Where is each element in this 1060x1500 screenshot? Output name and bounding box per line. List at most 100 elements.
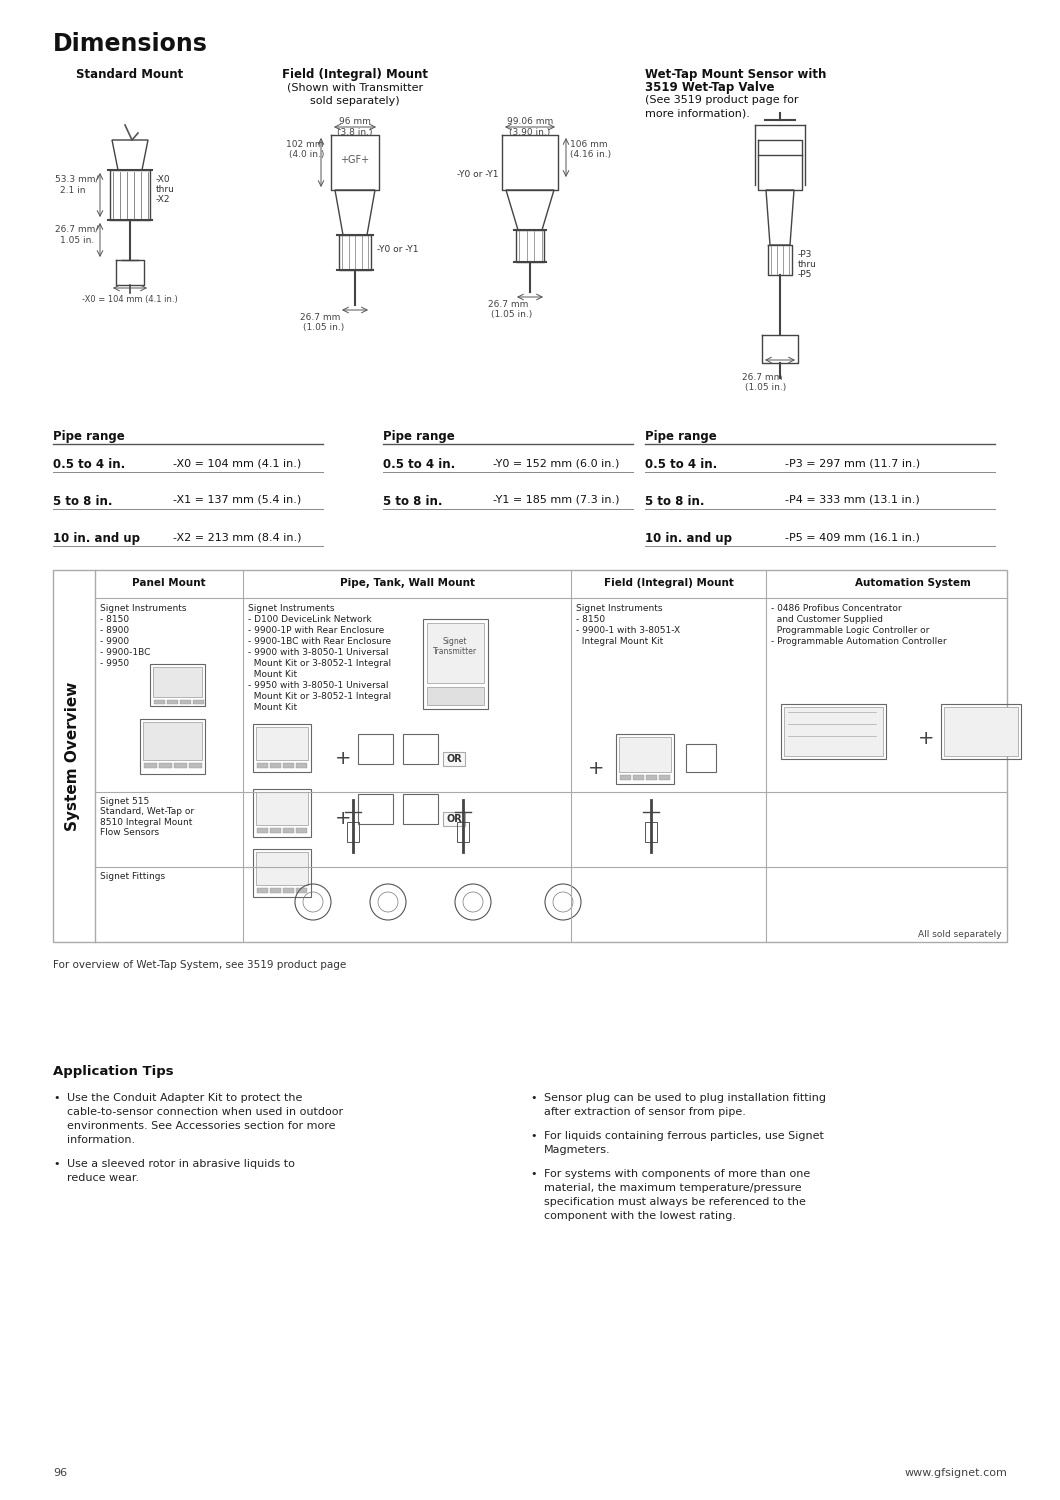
Text: - 9900 with 3-8050-1 Universal: - 9900 with 3-8050-1 Universal: [248, 648, 389, 657]
Text: thru: thru: [798, 260, 817, 268]
Bar: [427, 622, 484, 682]
Text: after extraction of sensor from pipe.: after extraction of sensor from pipe.: [544, 1107, 746, 1118]
Text: -P3: -P3: [798, 251, 812, 260]
Text: - 9950 with 3-8050-1 Universal: - 9950 with 3-8050-1 Universal: [248, 681, 389, 690]
Bar: [296, 888, 307, 892]
Bar: [144, 764, 157, 768]
Text: information.: information.: [67, 1136, 135, 1144]
Text: Field (Integral) Mount: Field (Integral) Mount: [282, 68, 428, 81]
Text: more information).: more information).: [644, 108, 749, 118]
Text: (1.05 in.): (1.05 in.): [491, 310, 532, 320]
Text: Standard Mount: Standard Mount: [76, 68, 183, 81]
Bar: [403, 734, 438, 764]
Text: cable-to-sensor connection when used in outdoor: cable-to-sensor connection when used in …: [67, 1107, 343, 1118]
Text: 26.7 mm/: 26.7 mm/: [55, 225, 99, 234]
Bar: [296, 764, 307, 768]
Text: 96: 96: [53, 1468, 67, 1478]
Bar: [283, 764, 294, 768]
Text: 26.7 mm: 26.7 mm: [300, 314, 340, 322]
Text: Wet-Tap Mount Sensor with: Wet-Tap Mount Sensor with: [644, 68, 827, 81]
Text: -P4 = 333 mm (13.1 in.): -P4 = 333 mm (13.1 in.): [785, 495, 920, 506]
Text: material, the maximum temperature/pressure: material, the maximum temperature/pressu…: [544, 1184, 801, 1192]
Text: Automation System: Automation System: [855, 578, 971, 588]
Text: 0.5 to 4 in.: 0.5 to 4 in.: [383, 458, 455, 471]
Text: - 0486 Profibus Concentrator: - 0486 Profibus Concentrator: [771, 604, 902, 613]
Text: -Y0 = 152 mm (6.0 in.): -Y0 = 152 mm (6.0 in.): [493, 458, 619, 468]
Bar: [257, 828, 268, 833]
Text: For liquids containing ferrous particles, use Signet: For liquids containing ferrous particles…: [544, 1131, 824, 1142]
Text: 10 in. and up: 10 in. and up: [644, 532, 732, 544]
Bar: [644, 822, 657, 842]
Bar: [253, 724, 311, 772]
Text: -X0: -X0: [156, 176, 171, 184]
Text: (4.16 in.): (4.16 in.): [570, 150, 612, 159]
Text: Panel Mount: Panel Mount: [132, 578, 206, 588]
Bar: [283, 888, 294, 892]
Text: -P3 = 297 mm (11.7 in.): -P3 = 297 mm (11.7 in.): [785, 458, 920, 468]
Bar: [270, 888, 281, 892]
Text: 3519 Wet-Tap Valve: 3519 Wet-Tap Valve: [644, 81, 775, 94]
Text: -Y0 or -Y1: -Y0 or -Y1: [377, 244, 419, 254]
Text: sold separately): sold separately): [311, 96, 400, 106]
Text: -Y1 = 185 mm (7.3 in.): -Y1 = 185 mm (7.3 in.): [493, 495, 619, 506]
Text: Magmeters.: Magmeters.: [544, 1144, 611, 1155]
Text: 0.5 to 4 in.: 0.5 to 4 in.: [644, 458, 718, 471]
Bar: [159, 764, 172, 768]
Text: Pipe range: Pipe range: [383, 430, 455, 442]
Text: specification must always be referenced to the: specification must always be referenced …: [544, 1197, 806, 1208]
Text: For systems with components of more than one: For systems with components of more than…: [544, 1168, 810, 1179]
Text: •: •: [53, 1160, 59, 1168]
Bar: [646, 776, 657, 780]
Text: component with the lowest rating.: component with the lowest rating.: [544, 1210, 736, 1221]
Text: For overview of Wet-Tap System, see 3519 product page: For overview of Wet-Tap System, see 3519…: [53, 960, 347, 970]
Bar: [358, 734, 393, 764]
Text: 2.1 in: 2.1 in: [60, 186, 86, 195]
Text: Programmable Logic Controller or: Programmable Logic Controller or: [771, 626, 930, 634]
Bar: [347, 822, 359, 842]
Bar: [143, 722, 202, 760]
Text: 99.06 mm: 99.06 mm: [507, 117, 553, 126]
Text: - 9900-1BC with Rear Enclosure: - 9900-1BC with Rear Enclosure: [248, 638, 391, 646]
Bar: [154, 700, 165, 703]
Text: Field (Integral) Mount: Field (Integral) Mount: [603, 578, 734, 588]
Text: •: •: [530, 1131, 536, 1142]
Bar: [633, 776, 644, 780]
Bar: [283, 828, 294, 833]
Text: OR: OR: [446, 754, 462, 764]
Bar: [620, 776, 631, 780]
Text: environments. See Accessories section for more: environments. See Accessories section fo…: [67, 1120, 336, 1131]
Text: -Y0 or -Y1: -Y0 or -Y1: [457, 170, 498, 178]
Bar: [167, 700, 178, 703]
Bar: [358, 794, 393, 824]
Text: +: +: [335, 808, 351, 828]
Text: reduce wear.: reduce wear.: [67, 1173, 139, 1184]
Text: thru: thru: [156, 184, 175, 194]
Text: Signet Fittings: Signet Fittings: [100, 871, 165, 880]
Text: 106 mm: 106 mm: [570, 140, 607, 148]
Bar: [403, 794, 438, 824]
Text: 1.05 in.: 1.05 in.: [60, 236, 94, 244]
Bar: [443, 812, 465, 826]
Text: -X2: -X2: [156, 195, 171, 204]
Text: and Customer Supplied: and Customer Supplied: [771, 615, 883, 624]
Bar: [257, 764, 268, 768]
Text: - 9900: - 9900: [100, 638, 129, 646]
Text: - D100 DeviceLink Network: - D100 DeviceLink Network: [248, 615, 372, 624]
Bar: [619, 736, 671, 772]
Bar: [270, 828, 281, 833]
Bar: [153, 668, 202, 698]
Bar: [423, 620, 488, 710]
Bar: [659, 776, 670, 780]
Text: Application Tips: Application Tips: [53, 1065, 174, 1078]
Bar: [189, 764, 202, 768]
Bar: [443, 752, 465, 766]
Text: 5 to 8 in.: 5 to 8 in.: [383, 495, 442, 508]
Text: (3.90 in.): (3.90 in.): [510, 128, 550, 136]
Bar: [427, 687, 484, 705]
Bar: [257, 728, 308, 760]
Text: (See 3519 product page for: (See 3519 product page for: [644, 94, 798, 105]
Text: Signet 515
Standard, Wet-Tap or
8510 Integral Mount
Flow Sensors: Signet 515 Standard, Wet-Tap or 8510 Int…: [100, 796, 194, 837]
Text: OR: OR: [446, 815, 462, 824]
Bar: [253, 849, 311, 897]
Text: - 8900: - 8900: [100, 626, 129, 634]
